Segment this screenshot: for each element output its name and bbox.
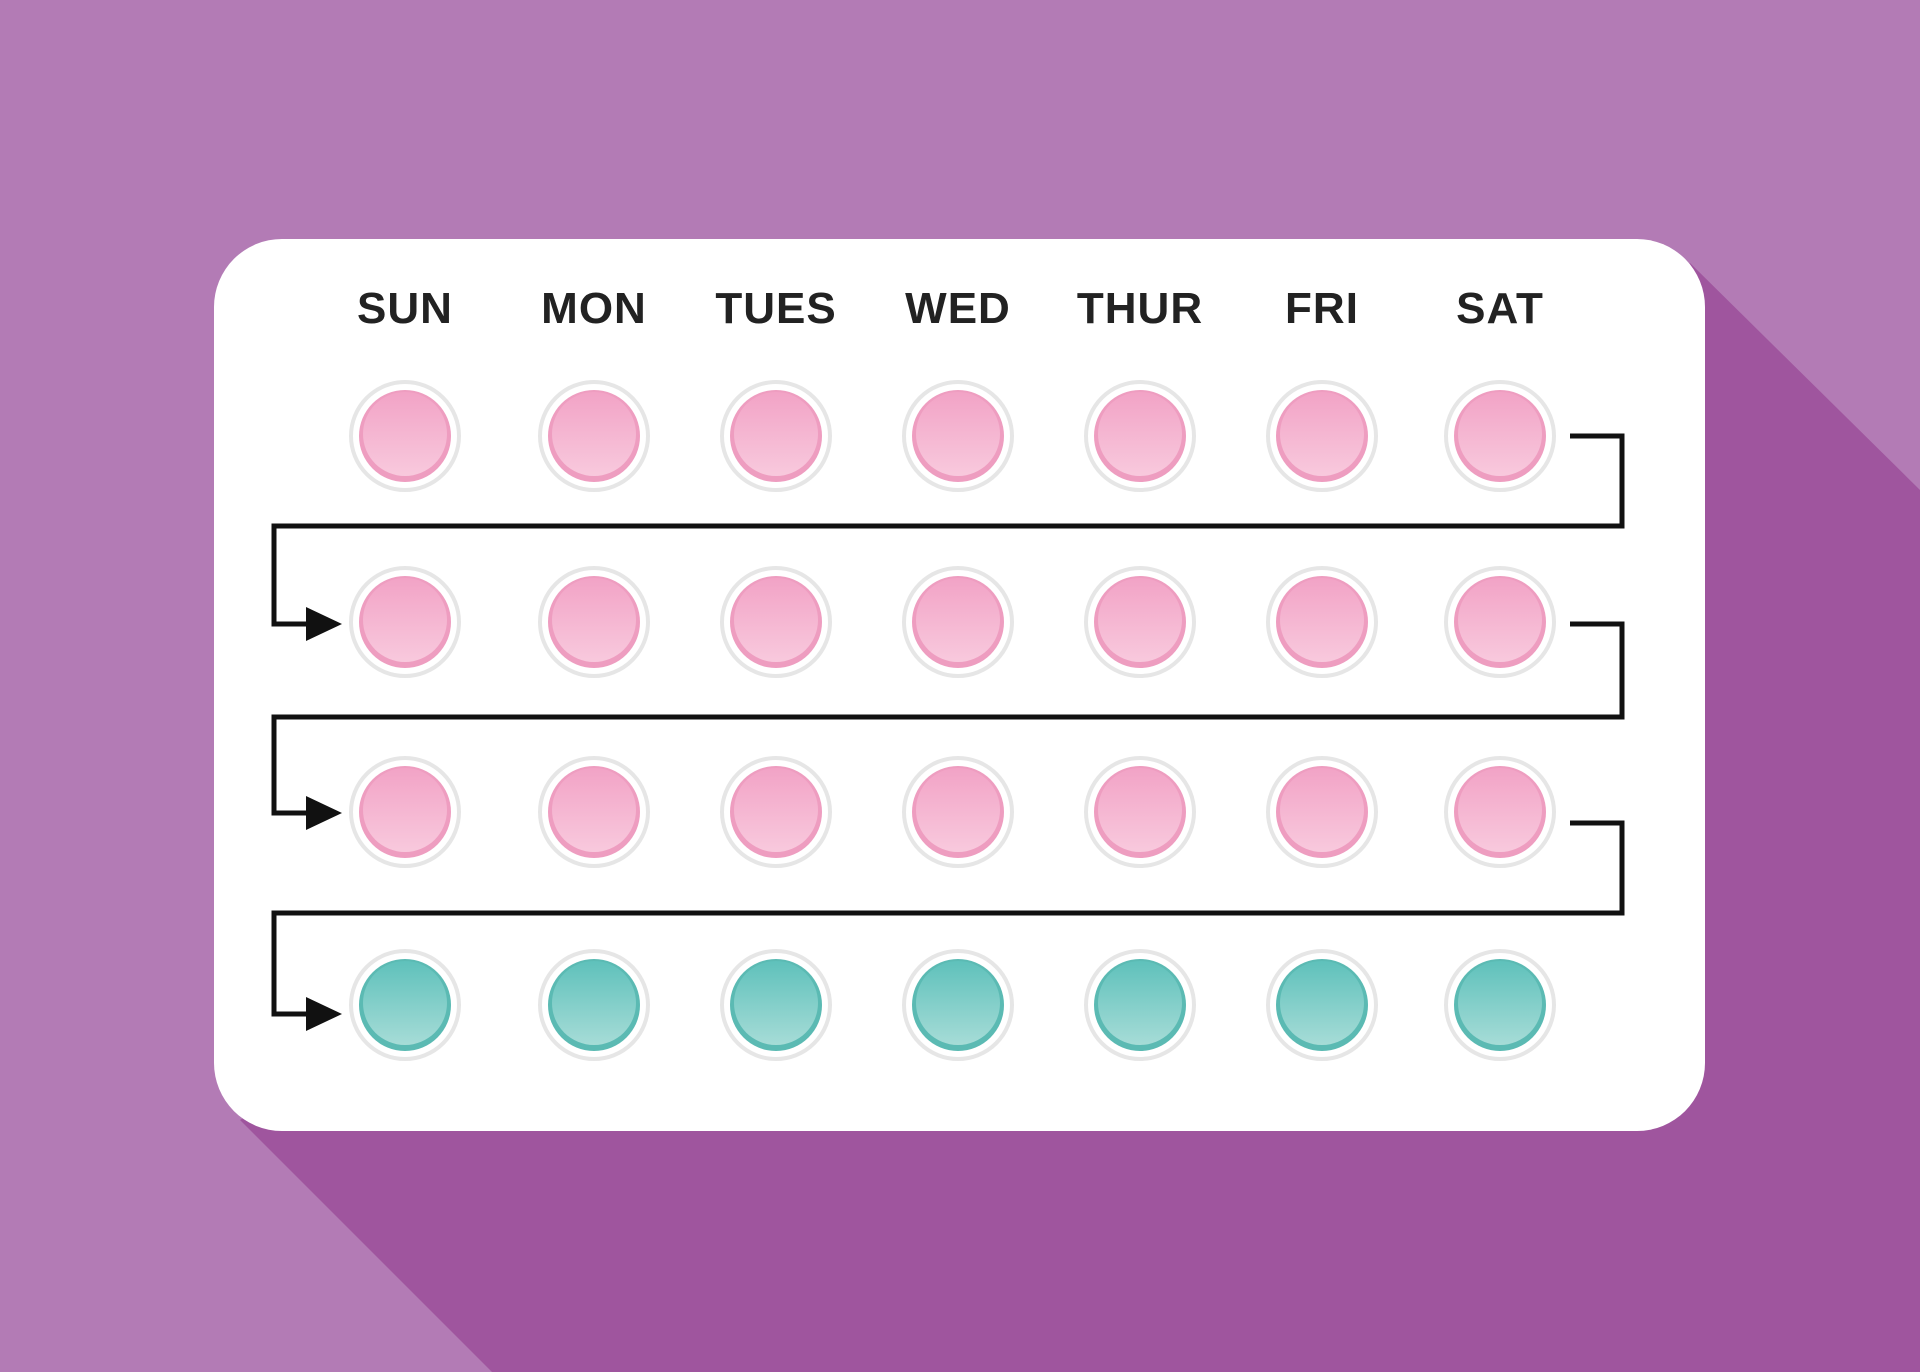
active-pill [902, 566, 1014, 678]
placebo-pill [1444, 949, 1556, 1061]
active-pill [1266, 380, 1378, 492]
active-pill [720, 380, 832, 492]
arrow-line [271, 621, 1625, 816]
arrow-head-icon [306, 796, 342, 830]
day-label-sat: SAT [1456, 284, 1544, 333]
placebo-pill [349, 949, 461, 1061]
day-label-mon: MON [541, 284, 647, 333]
placebo-pill [538, 949, 650, 1061]
placebo-pill [720, 949, 832, 1061]
active-pill [1084, 566, 1196, 678]
active-pill [902, 380, 1014, 492]
active-pill [1084, 756, 1196, 868]
day-label-sun: SUN [357, 284, 453, 333]
active-pill [1444, 566, 1556, 678]
day-label-thur: THUR [1076, 284, 1204, 333]
active-pill [538, 756, 650, 868]
active-pill [349, 380, 461, 492]
day-label-fri: FRI [1285, 284, 1359, 333]
active-pill [1444, 380, 1556, 492]
active-pill [349, 566, 461, 678]
active-pill [538, 566, 650, 678]
pill-grid [349, 380, 1556, 1061]
active-pill [1444, 756, 1556, 868]
placebo-pill [902, 949, 1014, 1061]
active-pill [1084, 380, 1196, 492]
placebo-pill [1084, 949, 1196, 1061]
day-label-wed: WED [905, 284, 1011, 333]
active-pill [349, 756, 461, 868]
arrow-head-icon [306, 997, 342, 1031]
active-pill [902, 756, 1014, 868]
arrow-line [271, 433, 1625, 627]
active-pill [538, 380, 650, 492]
active-pill [1266, 756, 1378, 868]
day-label-tues: TUES [715, 284, 837, 333]
active-pill [720, 756, 832, 868]
placebo-pill [1266, 949, 1378, 1061]
arrow-head-icon [306, 607, 342, 641]
sequence-arrows [271, 433, 1625, 1031]
active-pill [720, 566, 832, 678]
active-pill [1266, 566, 1378, 678]
arrow-line [271, 820, 1625, 1017]
